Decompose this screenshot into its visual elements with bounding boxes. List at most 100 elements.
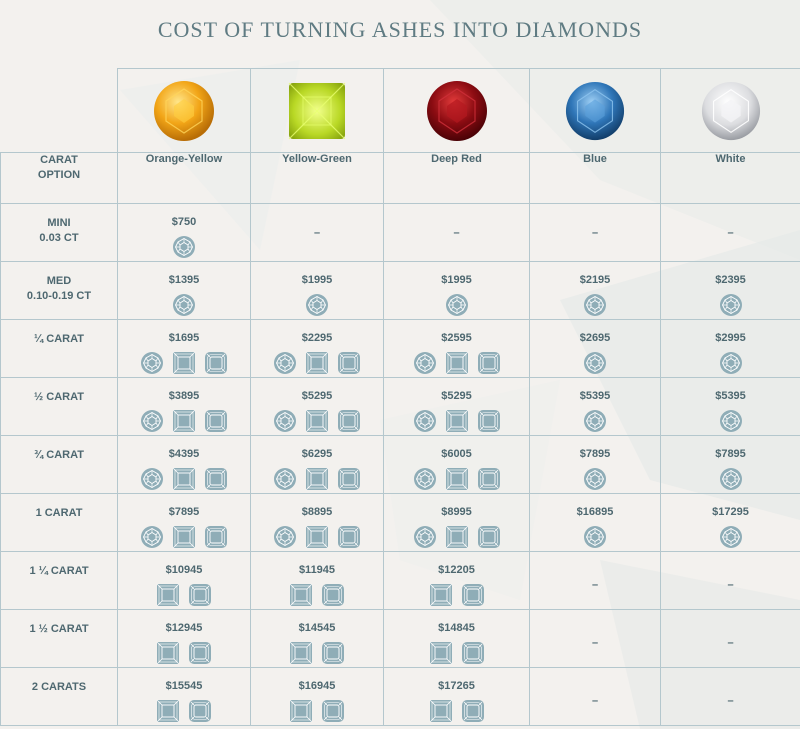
round-cut-icon xyxy=(584,352,606,374)
carat-row-label: 1 CARAT xyxy=(0,493,118,552)
carat-row-label: 1 ¼ CARAT xyxy=(0,551,118,610)
price-value: $2595 xyxy=(441,332,472,344)
carat-row: 1 CARAT $7895 $8895 $8995 xyxy=(0,493,800,552)
price-value: $1695 xyxy=(168,332,200,344)
price-cell-blue: $7895 xyxy=(529,435,661,494)
price-cell-orange-yellow: $4395 xyxy=(117,435,251,494)
available-cuts xyxy=(530,293,660,317)
available-cuts xyxy=(251,699,383,723)
available-cuts xyxy=(661,293,800,317)
price-value: $3895 xyxy=(168,390,200,402)
price-cell-white: $5395 xyxy=(660,377,800,436)
price-value: $8895 xyxy=(301,506,333,518)
carat-row-label: 2 CARATS xyxy=(0,667,118,726)
princess-cut-icon xyxy=(429,699,452,723)
price-value: $5295 xyxy=(301,390,333,402)
price-value: $6295 xyxy=(301,448,333,460)
price-cell-orange-yellow: $750 xyxy=(117,203,251,262)
carat-row: MED 0.10-0.19 CT $1395 $1995 $1995 $2195 $… xyxy=(0,261,800,320)
price-value: $10945 xyxy=(165,564,203,576)
price-cell-yellow-green: $16945 xyxy=(250,667,384,726)
price-value: $7895 xyxy=(168,506,200,518)
gem-cell-deep-red xyxy=(383,68,530,153)
carat-label-line1: MED xyxy=(46,275,72,287)
available-cuts xyxy=(384,525,529,549)
white-round-diamond-icon xyxy=(701,81,760,140)
round-cut-icon xyxy=(173,294,195,316)
princess-cut-icon xyxy=(289,583,313,607)
round-cut-icon xyxy=(719,410,742,432)
gem-cell-white xyxy=(660,68,800,153)
price-value: $4395 xyxy=(168,448,200,460)
available-cuts xyxy=(251,293,383,317)
princess-cut-icon xyxy=(445,351,468,375)
price-cell-orange-yellow: $1395 xyxy=(117,261,251,320)
unavailable-cell-yellow-green: – xyxy=(250,203,384,262)
unavailable-dash: – xyxy=(727,636,734,649)
cushion-cut-icon xyxy=(338,410,360,432)
column-header-yellow-green: Yellow-Green xyxy=(250,152,384,204)
available-cuts xyxy=(530,525,660,549)
price-cell-orange-yellow: $12945 xyxy=(117,609,251,668)
carat-label-line2: 0.10-0.19 CT xyxy=(26,290,92,302)
price-cell-white: $2995 xyxy=(660,319,800,378)
price-value: $2295 xyxy=(301,332,333,344)
column-header-orange-yellow: Orange-Yellow xyxy=(117,152,251,204)
unavailable-cell-blue: – xyxy=(529,203,661,262)
cushion-cut-icon xyxy=(189,642,211,664)
round-cut-icon xyxy=(141,468,163,490)
unavailable-dash: – xyxy=(591,226,599,239)
gem-cell-orange-yellow xyxy=(117,68,251,153)
price-cell-white: $2395 xyxy=(660,261,800,320)
princess-cut-icon xyxy=(172,467,196,491)
unavailable-cell-white: – xyxy=(660,609,800,668)
available-cuts xyxy=(661,351,800,375)
unavailable-dash: – xyxy=(727,226,734,239)
price-cell-blue: $16895 xyxy=(529,493,661,552)
column-header-blue: Blue xyxy=(529,152,661,204)
gem-cell-yellow-green xyxy=(250,68,384,153)
unavailable-cell-blue: – xyxy=(529,609,661,668)
carat-label-line1: 1 ½ CARAT xyxy=(29,623,89,635)
cushion-cut-icon xyxy=(205,352,227,374)
carat-row-label: 1 ½ CARAT xyxy=(0,609,118,668)
carat-label-line1: ½ CARAT xyxy=(34,391,84,403)
round-cut-icon xyxy=(413,468,436,490)
price-cell-blue: $2695 xyxy=(529,319,661,378)
available-cuts xyxy=(118,293,250,317)
available-cuts xyxy=(118,525,250,549)
available-cuts xyxy=(384,583,529,607)
available-cuts xyxy=(384,699,529,723)
carat-label-line1: 1 CARAT xyxy=(35,507,83,519)
round-cut-icon xyxy=(584,410,606,432)
available-cuts xyxy=(118,583,250,607)
round-cut-icon xyxy=(141,352,163,374)
carat-row-label: MINI 0.03 CT xyxy=(0,203,118,262)
cushion-cut-icon xyxy=(189,700,211,722)
available-cuts xyxy=(384,409,529,433)
carat-row: MINI 0.03 CT $750 – – – – xyxy=(0,203,800,262)
available-cuts xyxy=(661,467,800,491)
carat-label-line1: MINI xyxy=(47,217,71,229)
page-title: COST OF TURNING ASHES INTO DIAMONDS xyxy=(157,17,643,42)
available-cuts xyxy=(661,525,800,549)
price-value: $6005 xyxy=(441,448,472,460)
carat-row-label: MED 0.10-0.19 CT xyxy=(0,261,118,320)
round-cut-icon xyxy=(274,410,296,432)
princess-cut-icon xyxy=(305,409,329,433)
unavailable-cell-white: – xyxy=(660,203,800,262)
round-cut-icon xyxy=(584,468,606,490)
carat-label-line1: 2 CARATS xyxy=(31,681,87,693)
price-value: $2395 xyxy=(715,274,746,286)
cushion-cut-icon xyxy=(322,584,344,606)
princess-cut-icon xyxy=(156,699,180,723)
price-value: $16895 xyxy=(576,506,614,518)
carat-label-line2: 0.03 CT xyxy=(39,232,79,244)
price-value: $1995 xyxy=(301,274,333,286)
available-cuts xyxy=(251,583,383,607)
price-table: CARAT OPTION Orange-Yellow Yellow-Green … xyxy=(0,68,800,726)
available-cuts xyxy=(251,467,383,491)
price-value: $11945 xyxy=(298,564,336,576)
price-value: $1395 xyxy=(168,274,200,286)
round-cut-icon xyxy=(445,294,468,316)
